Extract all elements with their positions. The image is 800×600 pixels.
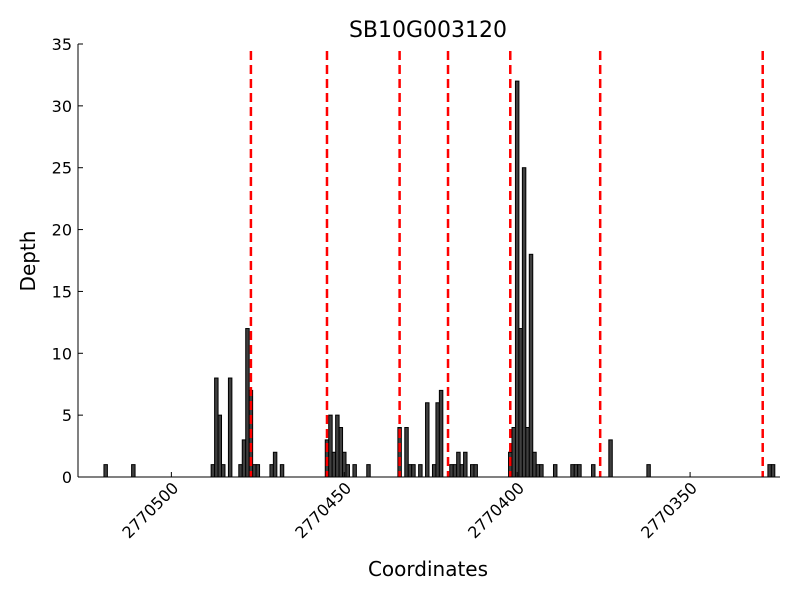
- depth-bar: [407, 464, 413, 478]
- depth-bar: [425, 402, 430, 478]
- depth-bar: [511, 427, 516, 478]
- x-axis-ticks: 2770500 2770450 2770400 2770350: [118, 472, 701, 542]
- depth-bar: [210, 464, 216, 478]
- depth-bar: [103, 464, 108, 478]
- depth-bar: [272, 451, 278, 478]
- depth-bar: [279, 464, 285, 478]
- depth-bar: [418, 464, 423, 478]
- depth-bar: [404, 427, 409, 478]
- y-axis-ticks: 0 5 10 15 20 25 30 35: [52, 35, 83, 487]
- depth-bar: [518, 328, 523, 478]
- depth-bar: [577, 464, 582, 478]
- depth-bar: [221, 464, 226, 478]
- y-tick-label: 30: [52, 97, 72, 116]
- depth-bar: [528, 253, 534, 478]
- depth-bar: [238, 464, 243, 478]
- depth-bar: [411, 464, 416, 478]
- depth-bar: [338, 427, 344, 478]
- x-tick-label: 2770350: [637, 478, 701, 542]
- depth-bar: [473, 464, 478, 478]
- y-tick-label: 20: [52, 221, 72, 240]
- depth-bar: [255, 464, 261, 478]
- depth-bar: [328, 414, 333, 478]
- depth-bar: [608, 439, 613, 478]
- depth-bar: [352, 464, 357, 478]
- depth-bar: [438, 389, 444, 478]
- y-tick-label: 0: [62, 468, 72, 487]
- x-tick-label: 2770400: [464, 478, 528, 542]
- x-tick-label: 2770500: [118, 478, 182, 542]
- x-tick-label: 2770450: [291, 478, 355, 542]
- depth-bar: [521, 167, 527, 478]
- depth-bar: [269, 464, 274, 478]
- x-axis-label: Coordinates: [368, 557, 488, 581]
- depth-bar: [573, 464, 579, 478]
- depth-bar: [770, 464, 776, 478]
- depth-bar: [570, 464, 575, 478]
- depth-bar: [591, 464, 596, 478]
- depth-bar: [463, 451, 468, 478]
- depth-bar: [535, 464, 541, 478]
- y-tick-label: 10: [52, 344, 72, 363]
- depth-bar: [456, 451, 461, 478]
- y-tick-label: 35: [52, 35, 72, 54]
- depth-bar: [345, 464, 350, 478]
- depth-bar: [335, 414, 340, 478]
- y-tick-label: 15: [52, 282, 72, 301]
- depth-bar: [646, 464, 651, 478]
- depth-bar: [331, 451, 337, 478]
- depth-bar: [366, 464, 371, 478]
- depth-bar: [245, 328, 250, 478]
- depth-bar: [252, 464, 257, 478]
- depth-bar: [241, 439, 247, 478]
- y-tick-label: 5: [62, 406, 72, 425]
- depth-bar: [525, 427, 530, 478]
- depth-bar: [470, 464, 475, 478]
- bar-group: [103, 80, 776, 478]
- depth-bar: [227, 377, 233, 478]
- depth-bar: [435, 402, 440, 478]
- depth-bar: [514, 80, 520, 478]
- depth-bar: [532, 451, 537, 478]
- depth-bar: [539, 464, 544, 478]
- y-axis-label: Depth: [16, 231, 40, 292]
- y-tick-label: 25: [52, 159, 72, 178]
- depth-bar: [552, 464, 558, 478]
- depth-bar: [131, 464, 136, 478]
- chart-title: SB10G003120: [349, 18, 507, 43]
- depth-bar: [431, 464, 437, 478]
- depth-bar: [214, 377, 219, 478]
- depth-bar: [459, 464, 465, 478]
- depth-bar: [449, 464, 454, 478]
- depth-bar: [767, 464, 772, 478]
- depth-bar: [452, 464, 458, 478]
- exon-boundary-lines: [249, 51, 764, 477]
- depth-bar: [217, 414, 223, 478]
